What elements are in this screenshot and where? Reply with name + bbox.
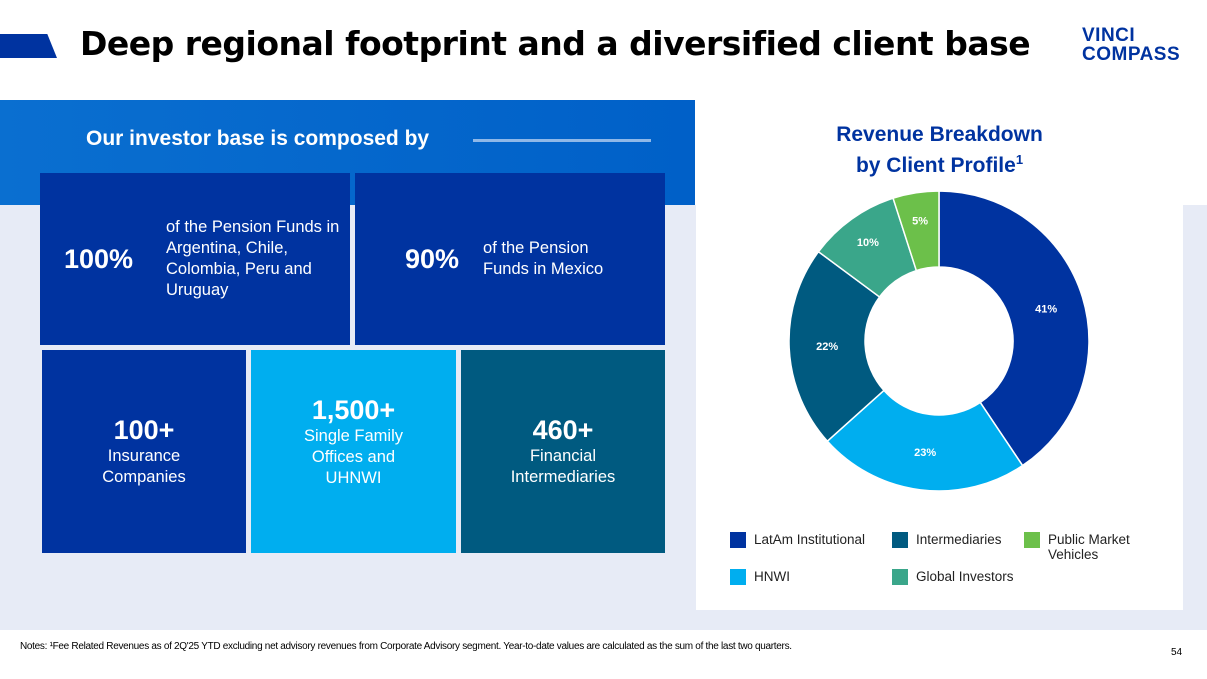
stat-box-intermediaries: 460+ Financial Intermediaries bbox=[461, 350, 665, 553]
revenue-chart-card: Revenue Breakdown by Client Profile1 41%… bbox=[696, 100, 1183, 610]
slice-label: 23% bbox=[914, 447, 936, 459]
footnote: Notes: ¹Fee Related Revenues as of 2Q'25… bbox=[20, 641, 792, 652]
title-accent-bar bbox=[0, 34, 57, 58]
legend-swatch bbox=[730, 569, 746, 585]
donut-slice-4 bbox=[892, 190, 940, 272]
donut-chart: 41% 23% 22% 10% 5% bbox=[788, 190, 1090, 492]
legend-global: Global Investors bbox=[892, 569, 1014, 585]
stat-box-pension-mexico: 90% of the Pension Funds in Mexico bbox=[355, 173, 665, 345]
legend-swatch bbox=[730, 532, 746, 548]
legend-public-market: Public Market Vehicles bbox=[1024, 532, 1148, 562]
subtitle-line bbox=[473, 139, 651, 142]
donut-slice-0 bbox=[938, 190, 1090, 467]
legend-hnwi: HNWI bbox=[730, 569, 790, 585]
page-title: Deep regional footprint and a diversifie… bbox=[80, 24, 1031, 63]
chart-title: Revenue Breakdown by Client Profile1 bbox=[836, 123, 1043, 177]
slice-label: 22% bbox=[816, 341, 838, 353]
stat-text: Financial Intermediaries bbox=[510, 447, 616, 486]
stat-value: 90% bbox=[405, 243, 460, 274]
legend-swatch bbox=[892, 532, 908, 548]
legend-intermediaries: Intermediaries bbox=[892, 532, 1002, 548]
stat-value: 100+ bbox=[113, 415, 175, 445]
stat-box-family-offices: 1,500+ Single Family Offices and UHNWI bbox=[251, 350, 456, 553]
logo: VINCI COMPASS bbox=[1082, 25, 1181, 65]
stat-value: 100% bbox=[64, 243, 134, 274]
slice-label: 5% bbox=[912, 215, 928, 227]
stat-value: 1,500+ bbox=[311, 394, 396, 425]
slice-label: 41% bbox=[1035, 303, 1057, 315]
slice-label: 10% bbox=[857, 237, 879, 249]
stat-text: Single Family Offices and UHNWI bbox=[303, 426, 404, 487]
legend-latam: LatAm Institutional bbox=[730, 532, 865, 548]
donut-slice-1 bbox=[826, 389, 1024, 492]
stat-box-insurance: 100+ Insurance Companies bbox=[42, 350, 246, 553]
investor-subtitle: Our investor base is composed by bbox=[86, 127, 430, 150]
stat-box-pension-latam: 100% of the Pension Funds in Argentina, … bbox=[40, 173, 350, 345]
page-number: 54 bbox=[1171, 647, 1183, 658]
stat-value: 460+ bbox=[532, 415, 594, 445]
stat-text: of the Pension Funds in Mexico bbox=[483, 239, 604, 278]
stat-text: of the Pension Funds in Argentina, Chile… bbox=[166, 218, 340, 299]
legend-swatch bbox=[892, 569, 908, 585]
legend-swatch bbox=[1024, 532, 1040, 548]
stat-text: Insurance Companies bbox=[102, 447, 186, 486]
donut-slice-2 bbox=[788, 250, 885, 443]
